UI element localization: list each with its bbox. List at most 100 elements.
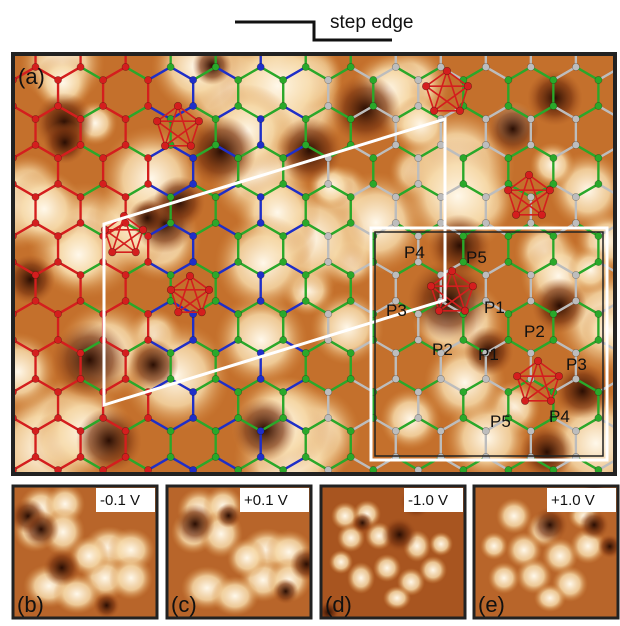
atom	[301, 193, 310, 201]
atom	[189, 154, 198, 162]
atom	[54, 154, 62, 162]
atom	[301, 297, 310, 305]
atom	[121, 297, 130, 305]
atom	[324, 310, 333, 318]
main-panel-frame	[11, 52, 617, 476]
stm-lobe	[429, 532, 453, 556]
atom	[459, 232, 468, 240]
panel-label-c: (c)	[171, 592, 197, 617]
atom	[504, 232, 513, 240]
panel-label-d: (d)	[325, 592, 352, 617]
atom	[481, 141, 490, 149]
atom	[414, 102, 423, 110]
atom	[414, 180, 423, 188]
step-edge-symbol	[235, 20, 392, 42]
atom	[391, 427, 400, 435]
panel-e: +1.0 V (e)	[472, 484, 620, 620]
atom	[572, 297, 580, 305]
atom-cluster	[152, 101, 204, 150]
atom	[167, 37, 174, 44]
atom	[414, 414, 423, 422]
stm-lobe	[329, 550, 353, 574]
atom	[301, 349, 310, 357]
atom	[76, 115, 85, 123]
atom	[211, 115, 220, 123]
atom	[301, 141, 310, 149]
atom	[211, 141, 220, 149]
atom	[324, 388, 333, 396]
atom	[54, 24, 61, 31]
atom	[31, 141, 40, 149]
atom	[54, 0, 61, 6]
atom	[594, 76, 603, 84]
atom	[234, 76, 243, 84]
atom	[595, 0, 602, 6]
atom	[211, 271, 220, 279]
atom	[459, 336, 468, 344]
stm-lobe	[373, 554, 401, 582]
atom	[594, 414, 603, 422]
panel-b: -0.1 V (b)	[11, 484, 159, 620]
atom	[144, 310, 152, 318]
bias-label-e: +1.0 V	[551, 492, 595, 509]
atom	[392, 37, 399, 44]
main-panel: P4 P5 P3 P1 P2 P2 P1 P3 P5 P4 (a)	[11, 0, 617, 476]
atom	[256, 115, 265, 123]
atom	[31, 453, 40, 461]
atom	[279, 76, 288, 84]
atom	[414, 232, 423, 240]
atom	[549, 310, 558, 318]
atom	[505, 24, 512, 31]
site-label: P5	[490, 412, 511, 431]
atom	[324, 258, 333, 266]
atom	[414, 388, 423, 396]
atom	[550, 24, 557, 31]
atom	[121, 349, 130, 357]
atom	[369, 154, 378, 162]
atom	[549, 180, 558, 188]
atom	[279, 388, 288, 396]
atom	[481, 297, 490, 305]
atom	[234, 258, 243, 266]
atom	[346, 453, 355, 461]
atom	[459, 258, 468, 266]
atom	[301, 453, 310, 461]
atom	[31, 219, 40, 227]
atom	[31, 271, 40, 279]
atom	[504, 388, 513, 396]
stm-lobe	[488, 562, 520, 594]
atom	[54, 336, 62, 344]
atom	[279, 232, 288, 240]
atom	[31, 63, 40, 71]
atom	[549, 232, 558, 240]
atom	[31, 375, 40, 383]
atom	[391, 271, 400, 279]
atom	[144, 336, 152, 344]
atom	[166, 349, 175, 357]
atom	[76, 453, 85, 461]
panel-d: -1.0 V (d)	[319, 484, 467, 620]
atom	[572, 375, 580, 383]
atom	[504, 154, 513, 162]
atom	[31, 349, 40, 357]
atom	[189, 180, 198, 188]
atom	[99, 414, 107, 422]
atom	[414, 154, 423, 162]
atom-cluster	[503, 170, 555, 219]
atom	[76, 219, 85, 227]
atom	[144, 76, 152, 84]
atom	[31, 427, 40, 435]
atom	[235, 0, 242, 6]
atom	[481, 115, 490, 123]
atom	[414, 258, 423, 266]
atom	[437, 37, 444, 44]
bias-label-c: +0.1 V	[244, 492, 288, 509]
atom	[76, 297, 85, 305]
atom	[31, 115, 40, 123]
atom	[549, 154, 558, 162]
atom-cluster	[421, 66, 473, 115]
site-label: P2	[524, 322, 545, 341]
panel-label-e: (e)	[478, 592, 505, 617]
atom	[504, 76, 513, 84]
atom	[572, 271, 580, 279]
